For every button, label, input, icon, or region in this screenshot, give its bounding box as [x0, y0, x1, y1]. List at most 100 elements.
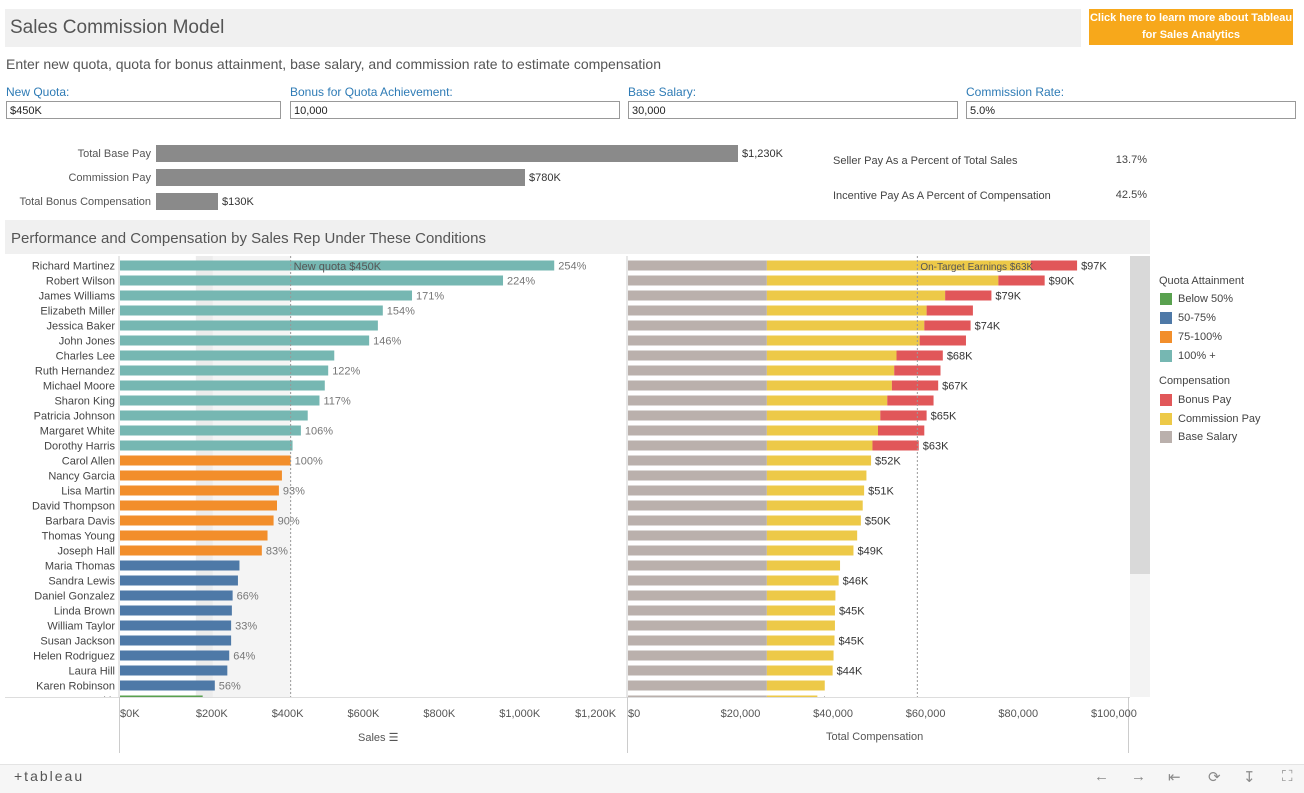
sales-bar: [120, 335, 370, 346]
base-salary-segment: [628, 530, 767, 541]
sales-bar-label: 33%: [235, 621, 257, 633]
base-salary-input[interactable]: 30,000: [628, 101, 958, 119]
base-salary-segment: [628, 365, 767, 376]
bonus-segment: [878, 425, 925, 436]
sales-bar: [120, 590, 233, 601]
comp-bar-label: $49K: [857, 546, 883, 558]
legend-75-100[interactable]: 75-100%: [1160, 331, 1222, 344]
comp-tick-label: $60,000: [905, 708, 946, 720]
sales-bar: [120, 680, 215, 691]
commission-segment: [766, 650, 834, 661]
rep-name-label: Robert Wilson: [46, 276, 115, 288]
base-salary-segment: [628, 260, 767, 271]
sales-bar: [120, 275, 504, 286]
rep-name-label: Jessica Baker: [47, 321, 116, 333]
new-quota-input[interactable]: $450K: [6, 101, 281, 119]
bonus-segment: [887, 395, 934, 406]
comp-bar-label: $79K: [995, 291, 1021, 303]
base-salary-segment: [628, 500, 767, 511]
legend-label: 100% +: [1178, 350, 1216, 362]
sales-bar-label: 106%: [305, 426, 333, 438]
legend-label: Commission Pay: [1178, 413, 1261, 425]
chart-scrollbar-track[interactable]: [1130, 256, 1150, 697]
share-icon[interactable]: ⟳: [1208, 769, 1221, 786]
dashboard-title-bar: Sales Commission Model: [5, 9, 1081, 47]
sort-icon[interactable]: ☰: [388, 732, 399, 744]
comp-bar-label: $51K: [868, 486, 894, 498]
rep-name-label: Mary Smith: [59, 696, 115, 698]
quota-reference-label: New quota $450K: [294, 261, 382, 273]
base-salary-segment: [628, 380, 767, 391]
commission-pay-value: $780K: [529, 172, 561, 184]
commission-segment: [766, 380, 892, 391]
legend-bonus-pay[interactable]: Bonus Pay: [1160, 394, 1231, 407]
fullscreen-icon[interactable]: ⛶: [1282, 768, 1293, 785]
sales-axis-title[interactable]: Sales ☰: [358, 731, 398, 744]
comp-bar-label: $41K: [821, 696, 847, 698]
sales-bar-label: 56%: [219, 681, 241, 693]
legend-50-75[interactable]: 50-75%: [1160, 312, 1216, 325]
total-base-pay-bar[interactable]: [156, 145, 738, 162]
legend-commission-pay[interactable]: Commission Pay: [1160, 413, 1261, 426]
comp-bar-label: $90K: [1049, 276, 1075, 288]
undo-icon[interactable]: ←: [1094, 768, 1109, 785]
rep-name-label: William Taylor: [47, 621, 115, 633]
commission-segment: [766, 275, 999, 286]
rep-name-label: Barbara Davis: [45, 516, 115, 528]
commission-rate-input[interactable]: 5.0%: [966, 101, 1296, 119]
base-salary-segment: [628, 635, 767, 646]
base-salary-segment: [628, 455, 767, 466]
comp-bar-label: $52K: [875, 456, 901, 468]
sales-bar-label: 171%: [416, 291, 444, 303]
comp-bar-label: $65K: [931, 411, 957, 423]
legend-label: Base Salary: [1178, 431, 1238, 443]
download-icon[interactable]: ↧: [1243, 769, 1256, 786]
bonus-quota-input[interactable]: 10,000: [290, 101, 620, 119]
redo-icon[interactable]: →: [1131, 768, 1146, 785]
commission-segment: [766, 500, 863, 511]
commission-segment: [766, 350, 897, 361]
rep-name-label: Margaret White: [40, 426, 115, 438]
sales-bar-label: 224%: [507, 276, 535, 288]
sales-tick-label: $0K: [120, 708, 140, 720]
comp-bar-label: $74K: [975, 321, 1001, 333]
legend-100-plus[interactable]: 100% +: [1160, 350, 1216, 363]
bonus-segment: [945, 290, 992, 301]
rep-name-label: Elizabeth Miller: [40, 306, 115, 318]
commission-pay-bar[interactable]: [156, 169, 525, 186]
tableau-logo[interactable]: +tableau: [14, 768, 85, 784]
base-salary-segment: [628, 605, 767, 616]
revert-icon[interactable]: ⇤: [1168, 769, 1181, 786]
comp-bar-label: $97K: [1081, 261, 1107, 273]
commission-segment: [766, 530, 858, 541]
sales-bar-label: 154%: [387, 306, 415, 318]
commission-segment: [766, 290, 946, 301]
sales-bar-label: 117%: [323, 396, 351, 408]
commission-segment: [766, 485, 865, 496]
base-salary-segment: [628, 650, 767, 661]
rep-name-label: Linda Brown: [54, 606, 115, 618]
base-salary-segment: [628, 485, 767, 496]
base-salary-segment: [628, 305, 767, 316]
legend-base-salary[interactable]: Base Salary: [1160, 431, 1238, 444]
rep-chart-area[interactable]: Richard Martinez 254% Robert Wilson 224% Jam…: [5, 256, 1150, 697]
legend-below-50[interactable]: Below 50%: [1160, 293, 1234, 306]
sales-bar: [120, 515, 274, 526]
commission-segment: [766, 260, 1031, 271]
sales-bar: [120, 695, 203, 697]
dashboard-title: Sales Commission Model: [10, 17, 225, 38]
commission-segment: [766, 320, 925, 331]
legend-label: Below 50%: [1178, 293, 1234, 305]
total-bonus-bar[interactable]: [156, 193, 218, 210]
learn-more-button[interactable]: Click here to learn more about Tableau f…: [1089, 9, 1293, 45]
sales-bar: [120, 440, 293, 451]
sales-bar: [120, 620, 232, 631]
commission-segment: [766, 440, 873, 451]
legend-swatch: [1160, 350, 1172, 363]
commission-segment: [766, 680, 825, 691]
rep-name-label: Susan Jackson: [40, 636, 115, 648]
comp-bar-label: $67K: [942, 381, 968, 393]
seller-pay-pct-label: Seller Pay As a Percent of Total Sales: [833, 155, 1018, 167]
chart-scrollbar-thumb[interactable]: [1130, 256, 1150, 574]
dashboard-subtitle: Enter new quota, quota for bonus attainm…: [6, 56, 661, 72]
